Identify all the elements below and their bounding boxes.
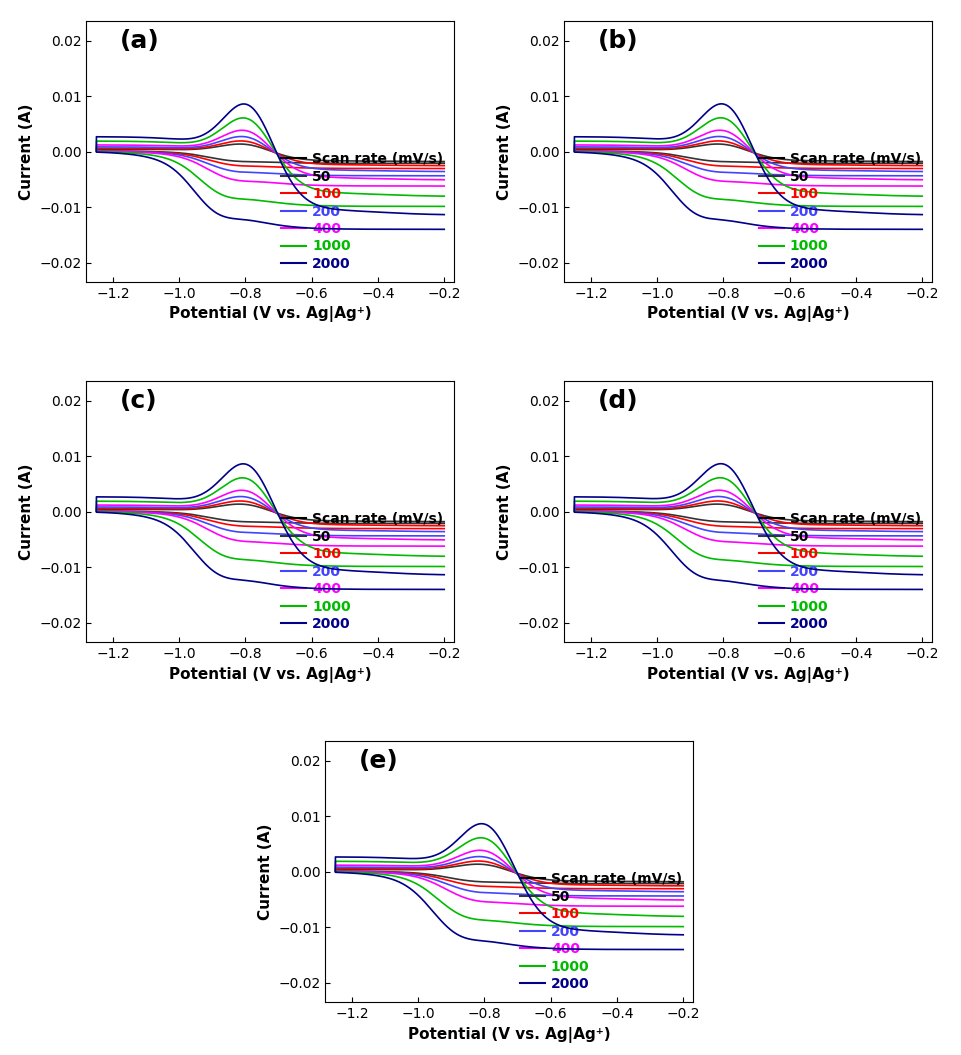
X-axis label: Potential (V vs. Ag|Ag⁺): Potential (V vs. Ag|Ag⁺) bbox=[169, 667, 372, 683]
X-axis label: Potential (V vs. Ag|Ag⁺): Potential (V vs. Ag|Ag⁺) bbox=[408, 1027, 610, 1042]
Y-axis label: Current (A): Current (A) bbox=[497, 463, 511, 560]
Text: (d): (d) bbox=[598, 389, 638, 413]
Text: (a): (a) bbox=[119, 28, 160, 53]
Y-axis label: Current (A): Current (A) bbox=[18, 463, 34, 560]
Y-axis label: Current (A): Current (A) bbox=[18, 103, 34, 199]
Y-axis label: Current (A): Current (A) bbox=[258, 824, 273, 920]
Legend: Scan rate (mV/s), 50, 100, 200, 400, 1000, 2000: Scan rate (mV/s), 50, 100, 200, 400, 100… bbox=[516, 868, 686, 995]
Y-axis label: Current (A): Current (A) bbox=[497, 103, 511, 199]
X-axis label: Potential (V vs. Ag|Ag⁺): Potential (V vs. Ag|Ag⁺) bbox=[647, 667, 850, 683]
Legend: Scan rate (mV/s), 50, 100, 200, 400, 1000, 2000: Scan rate (mV/s), 50, 100, 200, 400, 100… bbox=[277, 509, 447, 635]
Text: (b): (b) bbox=[598, 28, 638, 53]
X-axis label: Potential (V vs. Ag|Ag⁺): Potential (V vs. Ag|Ag⁺) bbox=[169, 306, 372, 323]
Legend: Scan rate (mV/s), 50, 100, 200, 400, 1000, 2000: Scan rate (mV/s), 50, 100, 200, 400, 100… bbox=[277, 148, 447, 275]
Text: (c): (c) bbox=[119, 389, 158, 413]
X-axis label: Potential (V vs. Ag|Ag⁺): Potential (V vs. Ag|Ag⁺) bbox=[647, 306, 850, 323]
Text: (e): (e) bbox=[358, 749, 398, 773]
Legend: Scan rate (mV/s), 50, 100, 200, 400, 1000, 2000: Scan rate (mV/s), 50, 100, 200, 400, 100… bbox=[755, 148, 925, 275]
Legend: Scan rate (mV/s), 50, 100, 200, 400, 1000, 2000: Scan rate (mV/s), 50, 100, 200, 400, 100… bbox=[755, 509, 925, 635]
